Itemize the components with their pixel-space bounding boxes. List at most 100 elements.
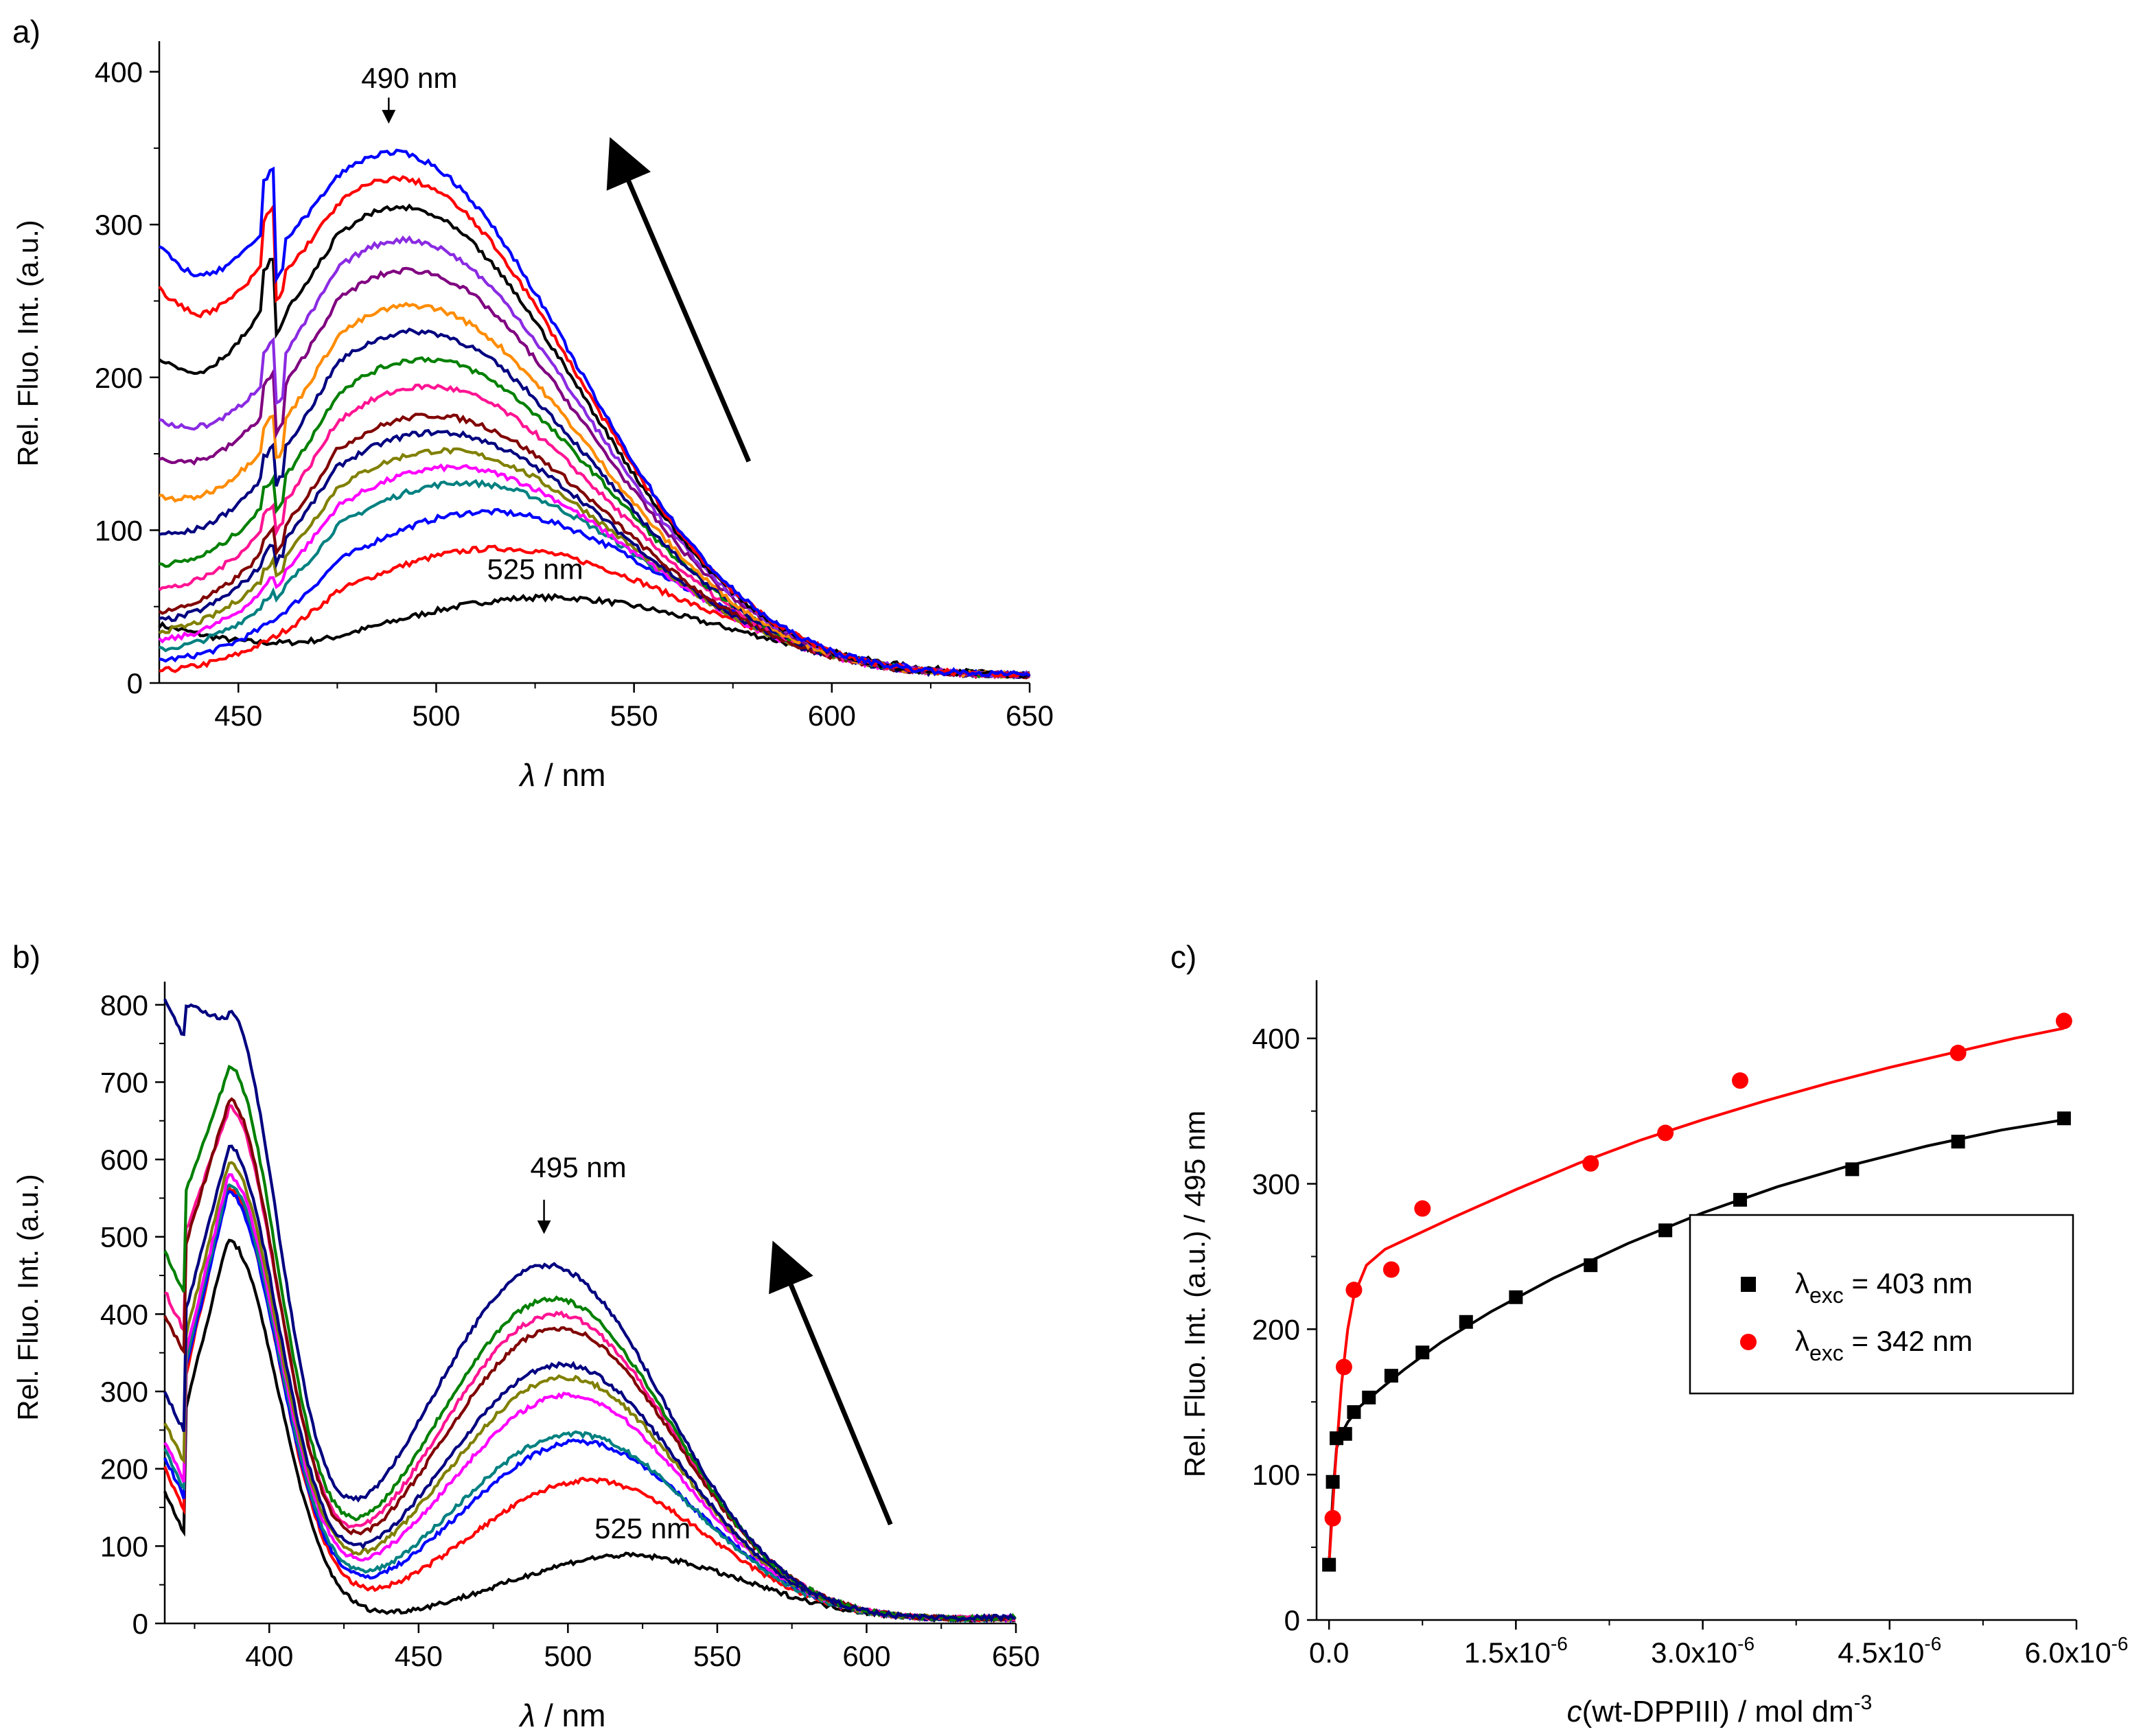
panel-b-xtick-label-text: 400 <box>245 1640 293 1672</box>
panel-a-xlabel-unit: / nm <box>535 757 605 793</box>
panel-c-xtick-exp: -6 <box>1924 1633 1941 1654</box>
panel-b-xtick-label-text: 500 <box>544 1640 592 1672</box>
panel-c-xlabel: c(wt-DPPIII) / mol dm-3 <box>1567 1691 1873 1728</box>
panel-b-xtick-label: 650 <box>992 1640 1040 1672</box>
panel-c-chart: c) Rel. Fluo. Int. (a.u.) / 495 nm c(wt-… <box>1170 939 2129 1728</box>
panel-b-xtick-label-text: 600 <box>842 1640 890 1672</box>
panel-c-point-342 <box>1335 1358 1352 1376</box>
panel-c-xlabel-main: (wt-DPPIII) / mol dm <box>1582 1695 1854 1728</box>
legend-342-symbol: λ <box>1795 1325 1809 1357</box>
panel-a-series-c16 <box>159 148 1031 678</box>
panel-a-xlabel-symbol: λ <box>518 757 536 793</box>
panel-c-point-403 <box>1658 1223 1673 1238</box>
panel-a-series-c11 <box>159 301 1030 680</box>
panel-b-xtick-label-text: 450 <box>395 1640 443 1672</box>
panel-a-series-c15 <box>158 175 1030 678</box>
panel-b-series-c10 <box>163 998 1016 1623</box>
panel-a-ylabel: Rel. Fluo. Int. (a.u.) <box>12 220 44 466</box>
panel-c-xtick-label: 3.0x10-6 <box>1651 1633 1755 1669</box>
legend-403-symbol: λ <box>1795 1267 1809 1299</box>
panel-c-xtick-exp: -6 <box>2111 1633 2129 1654</box>
legend-box <box>1689 1214 2074 1395</box>
panel-b-xtick-label: 550 <box>693 1640 741 1672</box>
panel-a-chart: a) Rel. Fluo. Int. (a.u.) λ / nm 450 500 5… <box>12 14 1054 793</box>
panel-a-trend-arrow <box>606 137 751 463</box>
panel-b-ytick-label: 800 <box>100 989 148 1021</box>
panel-c-point-403 <box>1584 1258 1598 1273</box>
panel-b-ytick-label: 100 <box>100 1530 148 1562</box>
panel-b-chart: b) Rel. Fluo. Int. (a.u.) λ / nm 400 450 5… <box>12 939 1040 1733</box>
panel-b-annotation-525: 525 nm <box>594 1512 691 1544</box>
panel-c-point-403 <box>1384 1369 1398 1383</box>
panel-a-xtick-label-text: 650 <box>1006 699 1054 732</box>
legend-marker-342 <box>1740 1334 1757 1350</box>
panel-a-annotation-525: 525 nm <box>487 553 583 586</box>
panel-a-label: a) <box>12 14 40 49</box>
panel-c-xtick-label: 1.5x10-6 <box>1464 1633 1568 1669</box>
panel-c-xtick-label: 4.5x10-6 <box>1838 1633 1941 1669</box>
panel-c-xtick-label: 0.0 <box>1309 1636 1349 1669</box>
panel-c-point-342 <box>1345 1282 1363 1299</box>
panel-c-point-403 <box>1322 1558 1336 1572</box>
panel-a-ytick-label: 200 <box>95 362 143 394</box>
panel-c-point-342 <box>1324 1509 1341 1527</box>
panel-c-point-403 <box>1415 1345 1430 1360</box>
legend-342-value: = 342 nm <box>1844 1325 1973 1357</box>
panel-b-trend-arrow <box>769 1240 893 1526</box>
panel-c-ytick-label: 0 <box>1284 1604 1300 1636</box>
panel-c-point-342 <box>1949 1044 1967 1061</box>
panel-a-ytick-label: 100 <box>95 514 143 546</box>
legend-entry-342: λexc = 342 nm <box>1795 1325 1973 1365</box>
legend-marker-403 <box>1741 1277 1756 1292</box>
panel-c-fit-342 <box>1328 1026 2065 1565</box>
panel-b-xtick-label-text: 550 <box>693 1640 741 1672</box>
panel-b-label: b) <box>12 939 40 975</box>
panel-a-xtick-label: 600 <box>808 699 856 732</box>
legend-403-value: = 403 nm <box>1844 1267 1973 1299</box>
panel-c-xtick-label-text: 3.0x10 <box>1651 1636 1737 1669</box>
panel-b-ytick-label: 500 <box>100 1221 148 1253</box>
panel-b-xtick-label: 450 <box>395 1640 443 1672</box>
panel-a-xtick-label-text: 550 <box>610 699 658 732</box>
panel-a-xtick-label-text: 500 <box>412 699 460 732</box>
panel-c-point-342 <box>1732 1072 1749 1089</box>
panel-b-xtick-label: 400 <box>245 1640 293 1672</box>
panel-a-xtick-label-text: 600 <box>808 699 856 732</box>
panel-b-xtick-label: 500 <box>544 1640 592 1672</box>
panel-c-point-403 <box>1347 1405 1361 1420</box>
panel-c-point-403 <box>1362 1390 1376 1404</box>
panel-c-legend: λexc = 403 nm λexc = 342 nm <box>1689 1214 2074 1395</box>
panel-b-xtick-label-text: 650 <box>992 1640 1040 1672</box>
legend-403-sub: exc <box>1809 1283 1844 1308</box>
panel-a-series-c12 <box>159 266 1030 679</box>
panel-a-annotation-peak: 490 nm <box>361 62 457 94</box>
panel-b-ylabel: Rel. Fluo. Int. (a.u.) <box>12 1174 44 1420</box>
panel-c-label: c) <box>1170 939 1196 975</box>
panel-c-point-403 <box>1509 1290 1523 1304</box>
panel-c-xtick-label-text: 4.5x10 <box>1838 1636 1924 1669</box>
panel-c-xtick-exp: -6 <box>1737 1633 1755 1654</box>
panel-c-point-403 <box>1338 1426 1352 1441</box>
panel-c-point-342 <box>1582 1155 1599 1172</box>
panel-a-ytick-label: 400 <box>95 56 143 89</box>
panel-b-xlabel-symbol: λ <box>518 1698 536 1733</box>
panel-c-point-403 <box>1951 1135 1965 1149</box>
panel-c-point-342 <box>1657 1124 1674 1142</box>
panel-b-xlabel-unit: / nm <box>535 1698 605 1733</box>
panel-c-xtick-label-text: 0.0 <box>1309 1636 1349 1669</box>
panel-a-xtick-label-text: 450 <box>214 699 262 732</box>
panel-b-annotation-peak: 495 nm <box>531 1151 627 1183</box>
panel-b-xtick-label: 600 <box>842 1640 890 1672</box>
panel-c-point-342 <box>1414 1200 1431 1217</box>
panel-c-ytick-label: 200 <box>1252 1313 1300 1345</box>
panel-c-xtick-label-text: 1.5x10 <box>1464 1636 1551 1669</box>
panel-c-point-403 <box>2057 1111 2071 1126</box>
panel-c-xtick-label: 6.0x10-6 <box>2024 1633 2128 1669</box>
panel-c-point-342 <box>2055 1012 2072 1030</box>
panel-a-xtick-label: 650 <box>1006 699 1054 732</box>
panel-c-point-403 <box>1733 1192 1748 1207</box>
panel-c-point-342 <box>1382 1261 1400 1278</box>
panel-b-ytick-label: 700 <box>100 1066 148 1098</box>
panel-b-series-c9 <box>163 1064 1017 1622</box>
